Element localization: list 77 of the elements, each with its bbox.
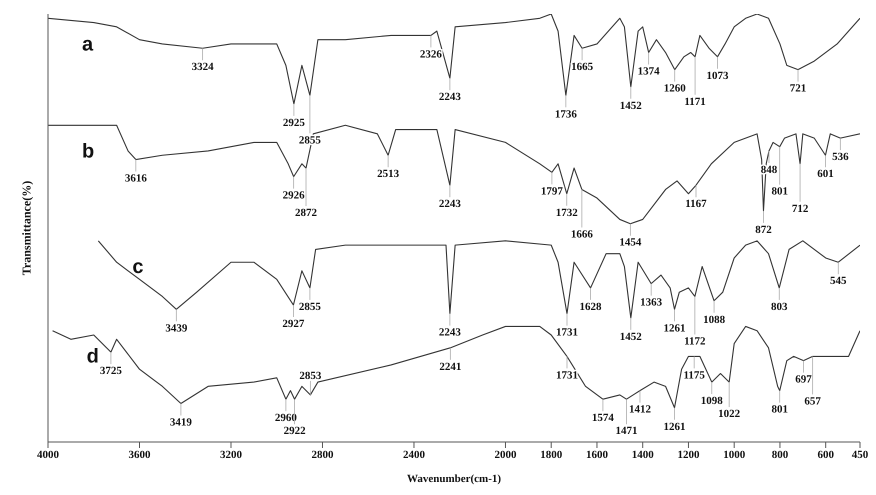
annotation: 1471: [615, 425, 638, 438]
x-tick-label: 2400: [402, 448, 426, 461]
annotation: 1628: [580, 300, 602, 313]
annotation: 1412: [628, 404, 652, 416]
series-label: c: [132, 256, 144, 278]
annotation: 2853: [299, 370, 322, 382]
annotation: 3324: [192, 61, 214, 74]
annotation: 1261: [664, 420, 686, 433]
annotation: 1088: [703, 314, 726, 326]
annotation: 1574: [592, 412, 614, 424]
x-tick-label: 600: [817, 448, 834, 461]
annotation: 1731: [556, 369, 578, 382]
annotation: 1022: [718, 408, 741, 420]
annotation: 3439: [165, 322, 188, 334]
annotation: 801: [771, 404, 788, 416]
annotation: 1172: [684, 335, 706, 348]
annotation: 2872: [295, 207, 318, 220]
annotation: 1098: [700, 395, 724, 408]
annotation: 536: [832, 151, 850, 164]
x-tick-label: 1400: [632, 448, 654, 461]
annotation: 657: [804, 395, 822, 408]
annotation: 697: [795, 374, 812, 386]
x-tick-label: 1000: [723, 448, 746, 461]
annotation: 1454: [619, 236, 642, 249]
annotation: 721: [790, 82, 806, 95]
series-label: a: [82, 33, 94, 56]
x-tick-label: 800: [772, 448, 789, 461]
annotation: 2326: [420, 48, 442, 60]
x-tick-label: 1600: [586, 448, 608, 461]
annotation: 1175: [683, 369, 706, 382]
annotation: 1452: [620, 330, 642, 343]
annotation: 1797: [540, 185, 564, 198]
annotation: 1666: [570, 228, 594, 240]
x-tick-label: 3200: [220, 448, 242, 461]
annotation: 1260: [664, 82, 686, 95]
x-tick-label: 2800: [311, 448, 334, 461]
annotation: 1452: [620, 100, 642, 112]
x-axis-title: Wavenumber(cm-1): [406, 473, 502, 485]
x-tick-label: 1800: [540, 448, 563, 461]
x-tick-label: 1200: [677, 448, 700, 461]
annotation: 2243: [438, 198, 462, 210]
annotation: 2243: [438, 326, 462, 339]
annotation: 2513: [377, 168, 400, 180]
annotation: 1665: [571, 61, 594, 74]
annotation: 2926: [282, 190, 306, 202]
annotation: 2855: [298, 300, 322, 313]
annotation: 2925: [282, 116, 306, 129]
annotation: 2960: [274, 412, 298, 424]
annotation: 3419: [170, 416, 192, 428]
x-tick-label: 3600: [128, 448, 151, 461]
series-label: d: [86, 346, 99, 368]
annotation: 1167: [685, 198, 708, 210]
annotation: 1261: [664, 322, 686, 334]
annotation: 2927: [282, 318, 305, 330]
annotation: 803: [771, 300, 788, 313]
annotation: 2241: [439, 360, 462, 373]
annotation: 1374: [638, 66, 660, 78]
x-tick-label: 4000: [37, 448, 60, 461]
annotation: 801: [771, 186, 788, 198]
annotation: 545: [830, 275, 848, 288]
annotation: 3616: [124, 172, 148, 185]
series-label: b: [82, 140, 94, 162]
annotation: 1731: [556, 326, 578, 339]
x-tick-label: 450: [852, 448, 869, 461]
annotation: 872: [755, 224, 772, 236]
annotation: 1363: [640, 296, 663, 309]
annotation: 1732: [556, 206, 578, 219]
annotation: 712: [792, 202, 809, 215]
x-tick-label: 2000: [494, 448, 517, 461]
annotation: 2922: [284, 425, 306, 438]
y-axis-title: Transmittance(%): [19, 180, 34, 276]
annotation: 1073: [706, 70, 729, 82]
annotation: 2243: [438, 91, 462, 104]
annotation: 3725: [100, 365, 122, 378]
annotation: 1171: [684, 96, 706, 108]
annotation: 1736: [554, 108, 578, 120]
annotation: 601: [817, 168, 834, 180]
